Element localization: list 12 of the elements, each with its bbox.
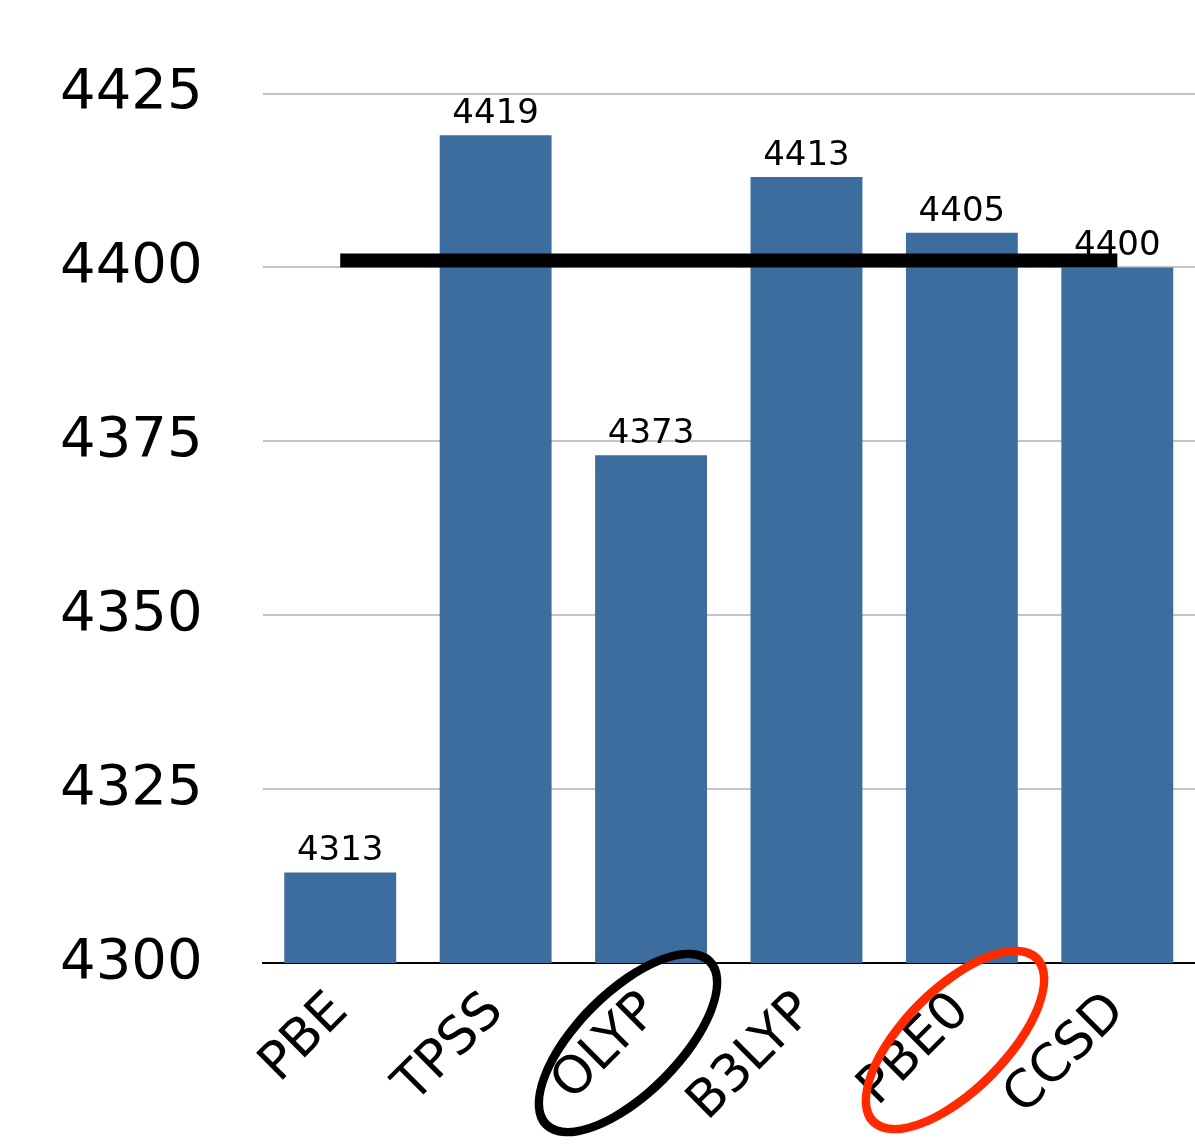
data-label: 4405 [918,188,1006,229]
y-tick-label: 4325 [60,751,203,817]
y-tick-label: 4300 [60,925,203,991]
y-tick-label: 4425 [60,56,203,122]
data-label: 4419 [452,91,539,132]
data-label: 4373 [607,411,695,452]
y-tick-label: 4400 [60,230,203,296]
data-label: 4313 [296,828,384,869]
y-tick-label: 4375 [60,403,203,469]
data-label: 4413 [763,132,850,173]
data-label: 4400 [1074,223,1161,264]
y-tick-label: 4350 [60,577,203,643]
